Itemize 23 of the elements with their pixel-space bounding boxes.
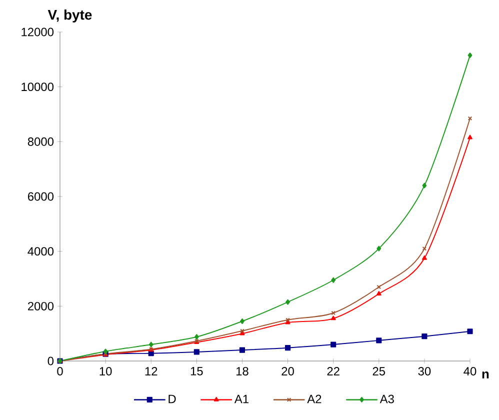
legend-label: D <box>168 394 176 404</box>
y-tick-label: 10000 <box>22 82 54 92</box>
x-axis-title: n <box>482 371 489 378</box>
x-tick-label: 10 <box>100 367 112 376</box>
y-tick-label: 8000 <box>28 137 54 146</box>
x-tick-label: 12 <box>145 367 158 376</box>
legend-label: A3 <box>380 394 394 404</box>
legend-label: A1 <box>234 394 248 404</box>
x-tick-label: 20 <box>282 367 294 376</box>
x-tick-label: 25 <box>372 367 386 376</box>
x-tick-label: 30 <box>418 367 431 376</box>
y-tick-label: 2000 <box>28 302 54 310</box>
legend-label: A2 <box>307 394 322 404</box>
y-tick-label: 6000 <box>28 192 54 201</box>
x-tick-label: 15 <box>190 367 203 376</box>
y-axis-title: V, byte <box>48 9 92 22</box>
x-tick-label: 22 <box>327 367 340 376</box>
x-tick-label: 40 <box>464 367 476 376</box>
x-tick-label: 0 <box>57 367 63 376</box>
y-tick-label: 12000 <box>22 28 54 36</box>
y-tick-label: 4000 <box>28 247 54 256</box>
y-tick-label: 0 <box>48 356 54 366</box>
x-tick-label: 18 <box>236 367 248 376</box>
